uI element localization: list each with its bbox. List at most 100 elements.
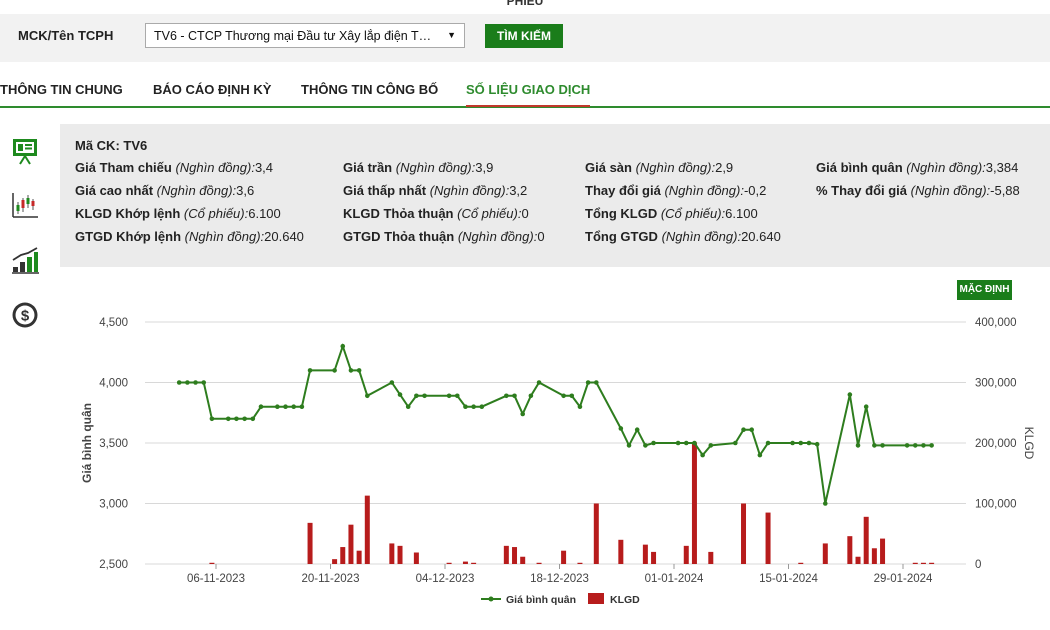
- price-point: [520, 411, 525, 417]
- stock-select[interactable]: TV6 - CTCP Thương mại Đầu tư Xây lắp điệ…: [145, 23, 465, 48]
- volume-bar: [651, 551, 657, 564]
- search-button[interactable]: TÌM KIẾM: [485, 24, 563, 48]
- info-item: Giá cao nhất (Nghìn đồng):3,6: [75, 183, 254, 198]
- legend-bar-swatch: [588, 593, 604, 604]
- tab-disclosures[interactable]: THÔNG TIN CÔNG BỐ: [301, 82, 439, 97]
- x-tick-label: 06-11-2023: [187, 573, 245, 585]
- price-point: [512, 393, 517, 399]
- price-point: [929, 443, 934, 448]
- price-point: [921, 443, 926, 448]
- price-point: [683, 440, 689, 446]
- tab-periodic-reports[interactable]: BÁO CÁO ĐỊNH KỲ: [153, 82, 272, 97]
- info-unit: (Cổ phiếu):: [183, 206, 249, 221]
- price-point: [643, 443, 648, 448]
- info-unit: (Nghìn đồng):: [429, 183, 510, 198]
- volume-bar: [855, 556, 861, 564]
- price-point: [422, 393, 427, 399]
- info-item: Giá bình quân (Nghìn đồng):3,384: [816, 160, 1018, 175]
- tab-bar: THÔNG TIN CHUNG BÁO CÁO ĐỊNH KỲ THÔNG TI…: [0, 70, 1050, 108]
- info-value: 20.640: [741, 229, 781, 244]
- info-value: 3,9: [475, 160, 494, 175]
- price-point: [872, 443, 877, 448]
- default-view-button[interactable]: MẶC ĐỊNH: [957, 280, 1012, 300]
- x-tick-label: 15-01-2024: [759, 573, 818, 585]
- price-point: [700, 452, 705, 458]
- info-unit: (Cổ phiếu):: [660, 206, 726, 221]
- volume-bar: [618, 539, 624, 564]
- info-unit: (Cổ phiếu):: [457, 206, 522, 221]
- price-point: [569, 393, 575, 399]
- info-unit: (Nghìn đồng):: [661, 229, 742, 244]
- info-value: 0: [537, 229, 545, 244]
- candlestick-icon[interactable]: [10, 190, 40, 220]
- volume-bar: [765, 512, 771, 564]
- tab-general-info[interactable]: THÔNG TIN CHUNG: [0, 82, 123, 97]
- chart-panel: 4,500 4,000 3,500 3,000 2,500 400,000 300,000 2…: [60, 267, 1050, 630]
- y2-tick-label: 300,000: [975, 378, 1017, 390]
- info-key: Giá thấp nhất: [343, 183, 427, 198]
- info-key: Tổng GTGD: [585, 229, 658, 244]
- volume-bar: [929, 562, 935, 564]
- volume-bar: [348, 524, 354, 564]
- volume-bar: [332, 559, 338, 564]
- volume-bar: [822, 543, 828, 564]
- price-point: [405, 404, 411, 409]
- info-item: Giá sàn (Nghìn đồng):2,9: [585, 160, 733, 175]
- volume-bar: [798, 562, 804, 564]
- bar-growth-icon[interactable]: [10, 245, 40, 275]
- volume-bar: [847, 536, 853, 564]
- price-point: [651, 440, 656, 446]
- info-key: Giá trần: [343, 160, 393, 175]
- info-item: Giá thấp nhất (Nghìn đồng):3,2: [343, 183, 527, 198]
- y2-tick-label: 400,000: [975, 317, 1017, 329]
- info-key: Tổng KLGD: [585, 206, 658, 221]
- price-point: [446, 393, 452, 399]
- price-point: [463, 404, 468, 409]
- info-key: KLGD Khớp lệnh: [75, 206, 181, 221]
- price-point: [855, 443, 861, 448]
- price-point: [594, 380, 599, 385]
- price-point: [250, 416, 256, 422]
- volume-bar: [397, 545, 403, 564]
- dollar-icon[interactable]: $: [10, 300, 40, 330]
- price-point: [389, 380, 395, 385]
- info-value: 6.100: [725, 206, 758, 221]
- price-point: [176, 380, 182, 385]
- price-point: [626, 443, 632, 448]
- price-point: [340, 343, 346, 349]
- presentation-icon[interactable]: [10, 136, 40, 166]
- price-point: [291, 404, 296, 409]
- stock-select-value: TV6 - CTCP Thương mại Đầu tư Xây lắp điệ…: [154, 29, 434, 43]
- x-tick-label: 04-12-2023: [416, 573, 475, 585]
- tab-trading-data[interactable]: SỐ LIỆU GIAO DỊCH: [466, 82, 591, 107]
- volume-bar: [356, 550, 362, 564]
- info-item: Giá trần (Nghìn đồng):3,9: [343, 160, 493, 175]
- price-point: [790, 440, 795, 446]
- price-point: [675, 440, 681, 446]
- price-point: [454, 393, 460, 399]
- price-point: [234, 416, 239, 422]
- volume-bar: [471, 562, 477, 564]
- info-item: % Thay đổi giá (Nghìn đồng):-5,88: [816, 183, 1020, 198]
- price-point: [365, 393, 370, 399]
- y-tick-label: 3,500: [99, 438, 128, 450]
- price-point: [225, 416, 231, 422]
- price-point: [823, 501, 828, 506]
- price-point: [201, 380, 207, 385]
- y2-tick-label: 0: [975, 559, 981, 571]
- y-tick-label: 3,000: [99, 499, 128, 511]
- volume-bar: [364, 495, 370, 564]
- price-point: [749, 427, 754, 432]
- price-point: [912, 443, 918, 448]
- price-point: [757, 452, 763, 458]
- price-point: [733, 440, 738, 446]
- volume-bar: [577, 562, 583, 564]
- info-unit: (Nghìn đồng):: [184, 229, 265, 244]
- volume-bar: [209, 562, 215, 564]
- info-key: Thay đổi giá: [585, 183, 661, 198]
- price-point: [242, 416, 247, 422]
- price-volume-chart: 4,500 4,000 3,500 3,000 2,500 400,000 300,000 2…: [80, 317, 1036, 606]
- price-point: [692, 440, 697, 446]
- info-key: Giá Tham chiếu: [75, 160, 172, 175]
- price-point: [283, 404, 288, 409]
